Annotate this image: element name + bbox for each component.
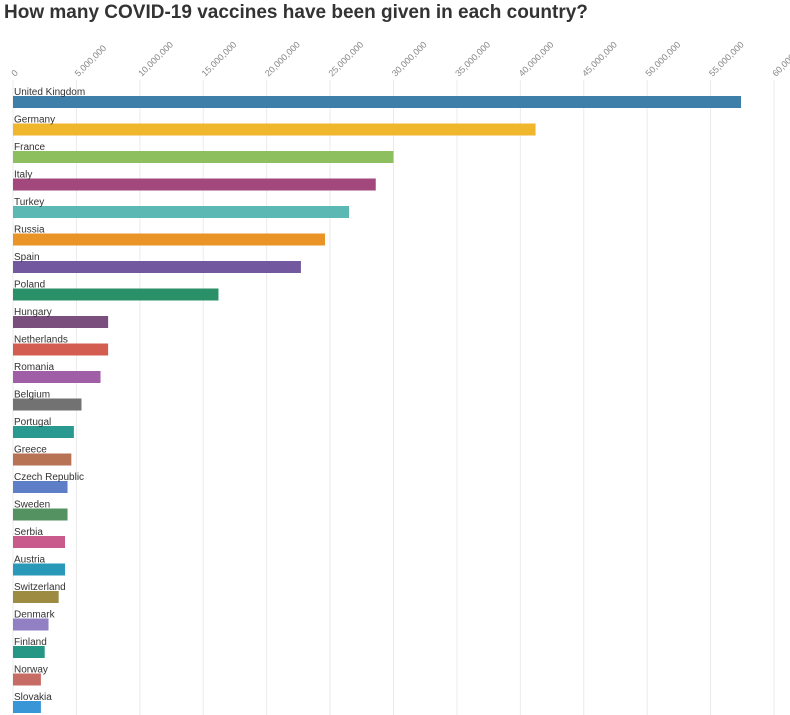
category-label: Norway (14, 665, 48, 676)
bar[interactable] (13, 371, 101, 383)
category-label: Romania (14, 362, 54, 373)
x-axis-tick-labels: 0 5,000,000 10,000,000 15,000,000 20,000,000… (9, 39, 790, 78)
bar[interactable] (13, 563, 66, 576)
category-label: Russia (14, 225, 45, 236)
category-label: Turkey (14, 197, 44, 208)
bar[interactable] (13, 673, 41, 686)
x-tick-label: 55,000,000 (707, 39, 746, 78)
bar[interactable] (13, 261, 301, 273)
bar[interactable] (13, 701, 41, 713)
x-tick-label: 60,000,000 (770, 39, 790, 78)
bar[interactable] (13, 646, 45, 658)
x-tick-label: 5,000,000 (73, 43, 108, 78)
bar[interactable] (13, 233, 326, 246)
category-label: Czech Republic (14, 472, 84, 483)
bar[interactable] (13, 151, 394, 163)
category-label: Serbia (14, 527, 43, 538)
bar[interactable] (13, 206, 350, 218)
grid-layer (12, 80, 775, 715)
bar[interactable] (13, 536, 66, 548)
bar[interactable] (13, 316, 109, 328)
x-tick-label: 40,000,000 (517, 39, 556, 78)
bar[interactable] (13, 96, 742, 108)
x-tick-label: 10,000,000 (136, 39, 175, 78)
x-tick-label: 20,000,000 (263, 39, 302, 78)
category-labels: United Kingdom Germany France Italy Turkey Ru… (14, 87, 85, 703)
x-tick-label: 25,000,000 (326, 39, 365, 78)
x-tick-label: 30,000,000 (390, 39, 429, 78)
category-label: Finland (14, 637, 47, 648)
category-label: Hungary (14, 307, 52, 318)
bar[interactable] (13, 343, 109, 356)
x-tick-label: 50,000,000 (644, 39, 683, 78)
bar[interactable] (13, 481, 68, 493)
category-label: Italy (14, 170, 32, 181)
bar[interactable] (13, 288, 219, 301)
x-tick-label: 45,000,000 (580, 39, 619, 78)
x-tick-label: 15,000,000 (200, 39, 239, 78)
bar[interactable] (13, 178, 376, 191)
bar[interactable] (13, 453, 72, 466)
category-label: Belgium (14, 390, 50, 401)
category-label: Switzerland (14, 582, 66, 593)
category-label: Slovakia (14, 692, 52, 703)
category-label: France (14, 142, 46, 153)
chart-title: How many COVID-19 vaccines have been giv… (4, 2, 588, 23)
bar[interactable] (13, 508, 68, 521)
bar[interactable] (13, 426, 74, 438)
category-label: Netherlands (14, 335, 68, 346)
bar[interactable] (13, 123, 536, 136)
category-label: Denmark (14, 610, 56, 621)
category-label: Germany (14, 115, 55, 126)
bar[interactable] (13, 591, 59, 603)
bars (13, 96, 742, 713)
category-label: Sweden (14, 500, 50, 511)
x-tick-label: 35,000,000 (453, 39, 492, 78)
bar[interactable] (13, 398, 82, 411)
x-tick-label: 0 (9, 68, 20, 79)
category-label: Portugal (14, 417, 51, 428)
category-label: Greece (14, 445, 47, 456)
category-label: Poland (14, 280, 45, 291)
bar[interactable] (13, 618, 49, 631)
category-label: Austria (14, 555, 46, 566)
category-label: United Kingdom (14, 87, 85, 98)
category-label: Spain (14, 252, 40, 263)
